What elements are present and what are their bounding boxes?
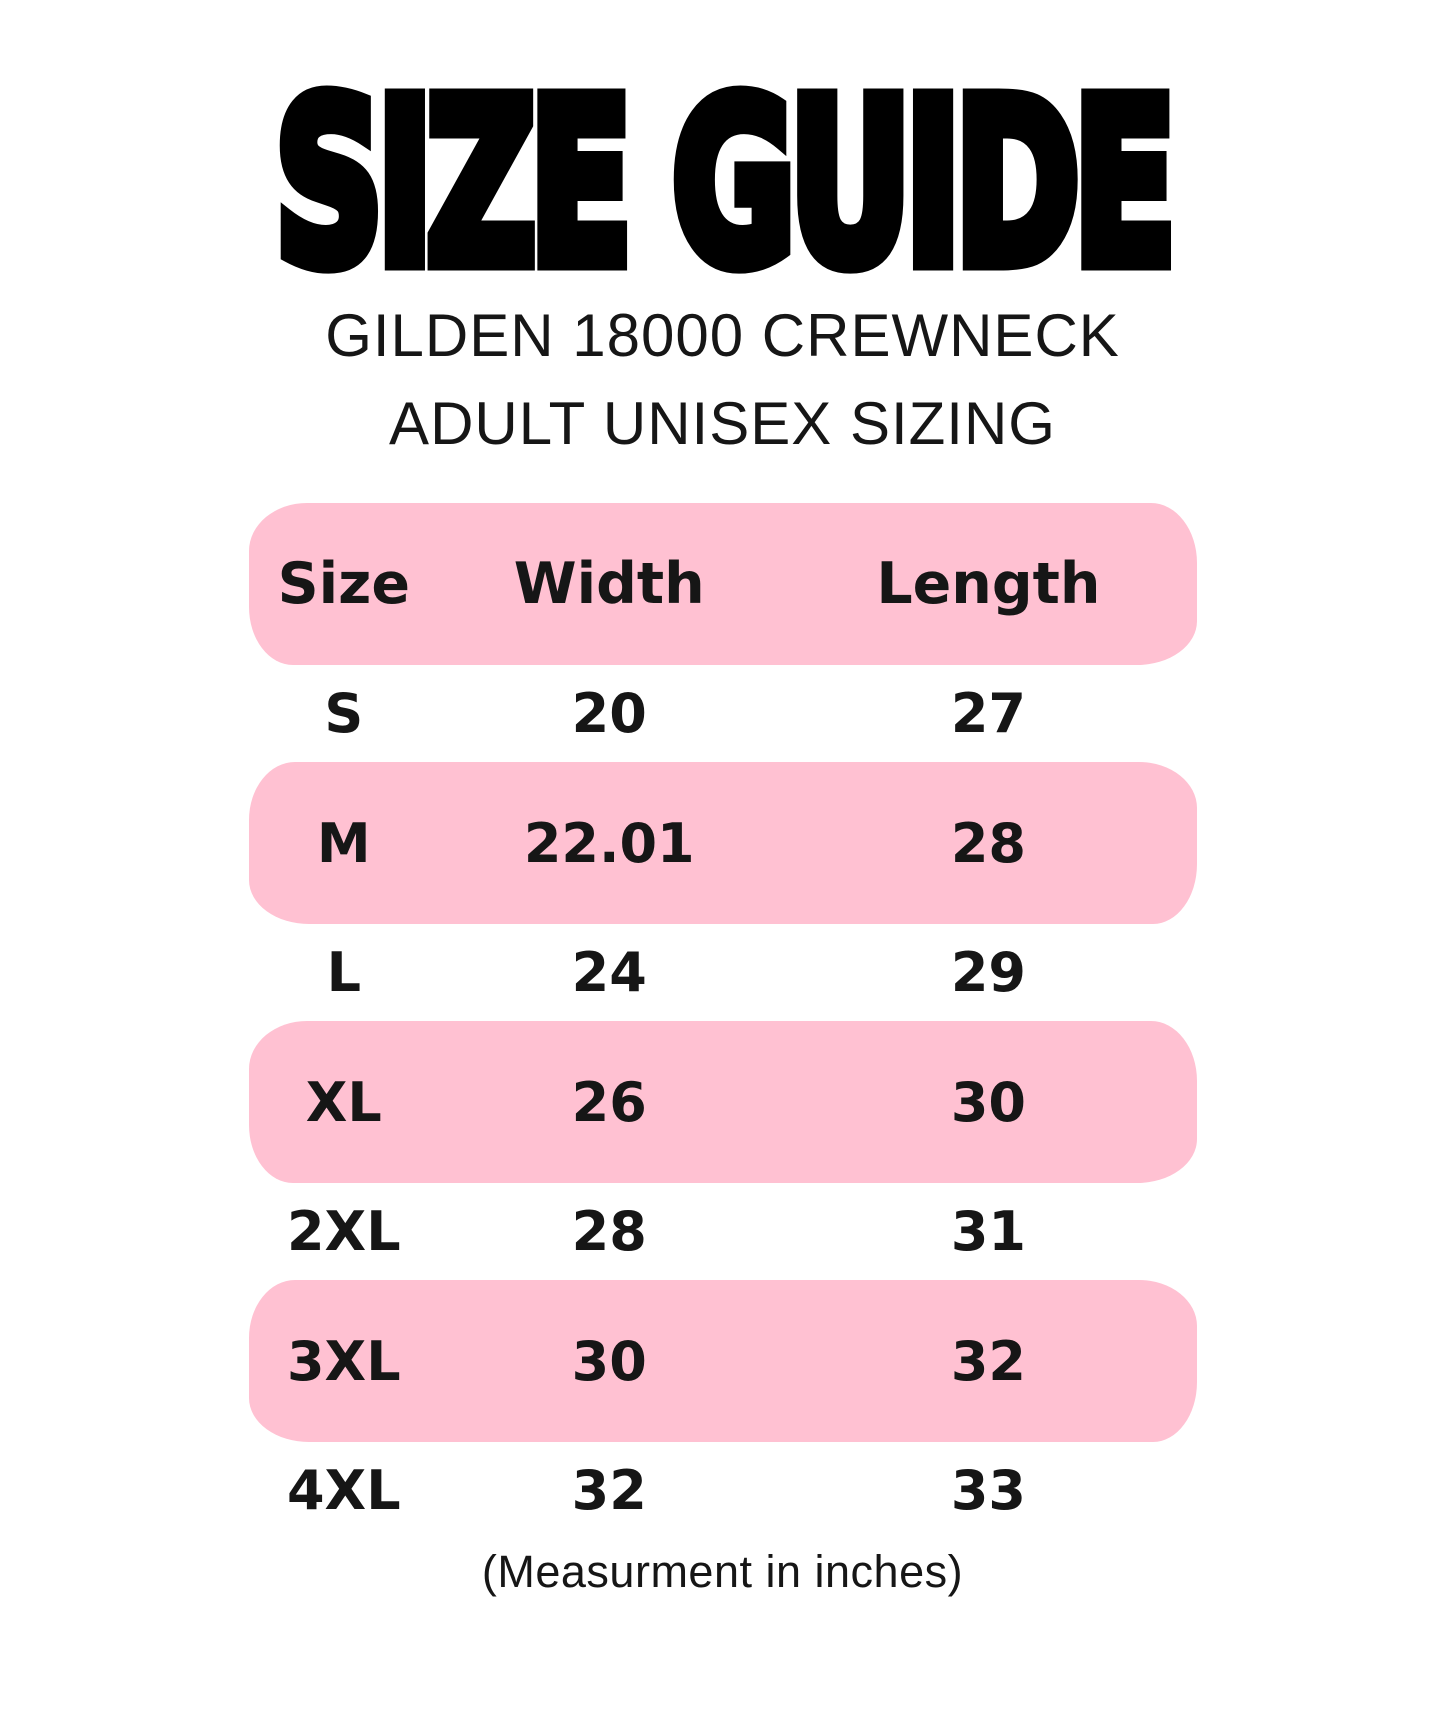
column-header-size: Size xyxy=(277,551,411,617)
cell-width: 30 xyxy=(571,1329,647,1393)
cell-size: 4XL xyxy=(286,1459,401,1522)
cell-width: 22.01 xyxy=(523,811,695,875)
cell-size: M xyxy=(316,811,371,875)
cell-size: XL xyxy=(305,1070,382,1134)
table-row-2xl: 2XL 28 31 xyxy=(249,1183,1197,1280)
page-title-text: SIZE GUIDE xyxy=(269,54,1182,316)
cell-width: 20 xyxy=(571,682,647,745)
cell-size: 2XL xyxy=(286,1200,401,1263)
cell-size: 3XL xyxy=(286,1329,401,1393)
cell-length: 33 xyxy=(950,1459,1026,1522)
cell-length: 30 xyxy=(950,1070,1026,1134)
cell-length: 27 xyxy=(950,682,1026,745)
subtitle-line-2: ADULT UNISEX SIZING xyxy=(389,390,1056,457)
table-row-s: S 20 27 xyxy=(249,665,1197,762)
cell-width: 28 xyxy=(571,1200,647,1263)
table-row-3xl: 3XL 30 32 xyxy=(249,1280,1197,1442)
table-row-4xl: 4XL 32 33 xyxy=(249,1442,1197,1539)
cell-width: 32 xyxy=(571,1459,647,1522)
table-header-row: Size Width Length xyxy=(249,503,1197,665)
cell-length: 31 xyxy=(950,1200,1026,1263)
cell-length: 32 xyxy=(950,1329,1026,1393)
column-header-length: Length xyxy=(876,551,1101,617)
column-header-width: Width xyxy=(513,551,705,617)
subtitle: GILDEN 18000 CREWNECK ADULT UNISEX SIZIN… xyxy=(0,292,1445,468)
size-table: Size Width Length S 20 27 M 22.01 28 L 2… xyxy=(249,503,1197,1539)
page-title: SIZE GUIDE xyxy=(0,54,1445,316)
table-row-m: M 22.01 28 xyxy=(249,762,1197,924)
subtitle-line-1: GILDEN 18000 CREWNECK xyxy=(325,302,1120,369)
cell-width: 26 xyxy=(571,1070,647,1134)
cell-length: 29 xyxy=(950,941,1026,1004)
table-row-xl: XL 26 30 xyxy=(249,1021,1197,1183)
cell-size: L xyxy=(326,941,361,1004)
cell-width: 24 xyxy=(571,941,647,1004)
table-row-l: L 24 29 xyxy=(249,924,1197,1021)
cell-length: 28 xyxy=(950,811,1026,875)
footnote: (Measurment in inches) xyxy=(481,1546,964,1597)
cell-size: S xyxy=(324,682,364,745)
